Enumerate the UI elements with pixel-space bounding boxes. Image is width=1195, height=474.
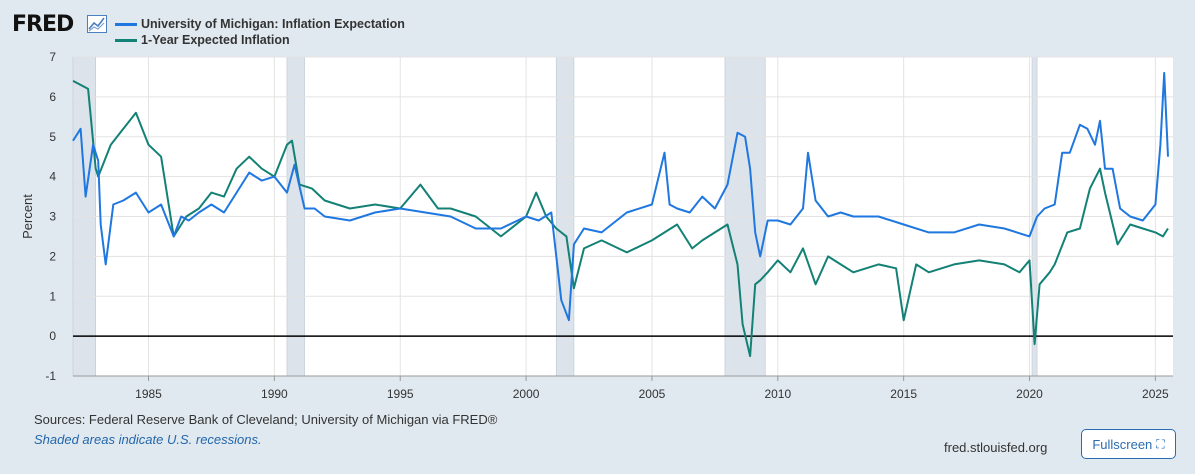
y-tick-label: 3 [49,210,56,224]
legend-item-one-year-expected[interactable]: 1-Year Expected Inflation [115,33,290,47]
x-tick-label: 1995 [387,387,414,401]
expand-icon: ⛶ [1156,436,1165,451]
legend-label: University of Michigan: Inflation Expect… [141,17,405,31]
x-tick-label: 2020 [1016,387,1043,401]
recession-note: Shaded areas indicate U.S. recessions. [34,432,262,447]
y-tick-label: 1 [49,289,56,303]
x-tick-label: 2000 [513,387,540,401]
fred-url-link[interactable]: fred.stlouisfed.org [944,440,1048,455]
y-tick-label: -1 [45,369,56,383]
y-tick-label: 4 [49,170,56,184]
series-line-michigan [72,71,1169,322]
series-line-one-year-expected [72,80,1169,358]
x-tick-label: 2025 [1142,387,1169,401]
x-tick-label: 2005 [639,387,666,401]
x-tick-label: 1985 [135,387,162,401]
line-chart-icon [87,15,107,33]
legend-label: 1-Year Expected Inflation [141,33,290,47]
fred-logo[interactable]: FRED [12,12,74,37]
chart: -1 0 1 2 3 4 5 6 7 1985 1990 1995 2000 2005 2010 2015 2… [20,50,1173,401]
fullscreen-label: Fullscreen [1092,436,1153,452]
legend-swatch [115,22,137,26]
x-tick-label: 1990 [261,387,288,401]
x-tick-label: 2010 [764,387,791,401]
fullscreen-button[interactable]: Fullscreen ⛶ [1081,429,1176,459]
y-tick-label: 0 [49,329,56,343]
y-tick-label: 5 [49,130,56,144]
legend-swatch [115,38,137,42]
y-tick-label: 6 [49,90,56,104]
legend-item-michigan[interactable]: University of Michigan: Inflation Expect… [115,17,405,31]
y-axis-label: Percent [20,194,35,239]
y-tick-label: 2 [49,249,56,263]
y-tick-label: 7 [49,50,56,64]
x-tick-label: 2015 [890,387,917,401]
sources-text: Sources: Federal Reserve Bank of Clevela… [34,412,498,427]
